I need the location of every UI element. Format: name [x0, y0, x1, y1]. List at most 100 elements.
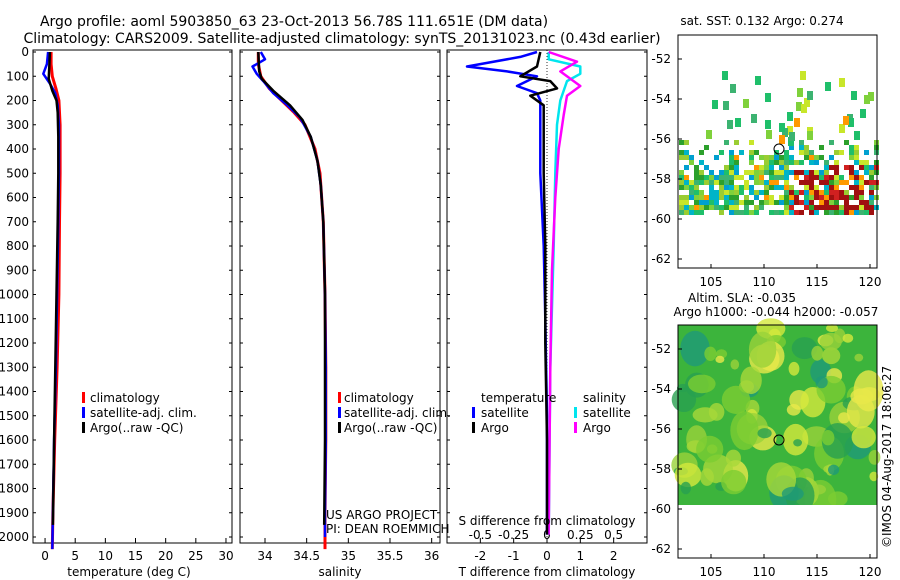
sst-cell [729, 155, 734, 160]
x-tick-label: 15 [128, 549, 143, 563]
x-tick-label: 35 [341, 549, 356, 563]
lat-tick-label: -54 [651, 92, 671, 106]
sst-cell [804, 155, 809, 160]
sst-cell [754, 190, 759, 195]
sst-cell [735, 118, 741, 127]
sst-cell [719, 180, 724, 185]
sst-cell [734, 165, 739, 170]
sst-lat-tick-labels: -52 -54 -56 -58 -60 -62 [651, 52, 682, 266]
sst-cell [849, 205, 854, 210]
sst-cell [754, 165, 759, 170]
sst-cell [864, 165, 869, 170]
argo-location-marker [773, 143, 785, 155]
sst-cell [724, 205, 729, 210]
sst-cell [734, 160, 739, 165]
sst-cell [734, 210, 739, 215]
sst-cell [839, 180, 844, 185]
sst-cell [868, 92, 874, 101]
sla-blob [748, 331, 777, 368]
sst-cell [709, 170, 714, 175]
sst-cell [759, 200, 764, 205]
sst-cell [714, 155, 719, 160]
sst-cell [744, 185, 749, 190]
sst-cell [724, 180, 729, 185]
sst-cell [779, 185, 784, 190]
sla-lat-tick-labels: -52 -54 -56 -58 -60 -62 [651, 342, 682, 556]
sst-cell [764, 180, 769, 185]
sst-cell [749, 160, 754, 165]
sst-cell [689, 210, 694, 215]
sst-cell [699, 190, 704, 195]
sst-cell [749, 185, 754, 190]
lat-tick-label: -52 [651, 52, 671, 66]
lon-tick-label: 115 [806, 275, 829, 289]
sst-cell [694, 165, 699, 170]
sst-cell [869, 205, 874, 210]
sst-cell [844, 195, 849, 200]
legend-swatch-t-satellite [472, 407, 475, 418]
lat-tick-label: -62 [651, 542, 671, 556]
sst-cell [727, 120, 733, 129]
sst-cell [769, 155, 774, 160]
sst-cell [779, 135, 785, 144]
legend-swatch-s-satellite [574, 407, 577, 418]
sst-cell [834, 170, 839, 175]
sst-cell [779, 175, 784, 180]
sst-cell [749, 210, 754, 215]
sst-cell [804, 195, 809, 200]
sst-cell [694, 205, 699, 210]
sst-cell [844, 165, 849, 170]
legend-swatch-t-argo [472, 422, 475, 433]
series-line-temperature-argo [519, 51, 559, 535]
sst-cell [689, 180, 694, 185]
sla-blob [688, 374, 716, 394]
sst-cell [854, 180, 859, 185]
sst-cell [679, 205, 684, 210]
sst-cell [749, 150, 754, 155]
s-tick-label: 0.25 [567, 528, 594, 542]
sst-cell [844, 200, 849, 205]
sla-blob [815, 376, 828, 389]
sst-cell [714, 200, 719, 205]
depth-tick-label: 1400 [0, 385, 29, 399]
sst-cell [782, 128, 788, 137]
sst-cell [734, 175, 739, 180]
sst-cell [743, 99, 749, 108]
sst-cell [719, 195, 724, 200]
sla-blob [838, 412, 850, 424]
sst-cell [869, 200, 874, 205]
legend-label-t-argo: Argo [481, 421, 509, 435]
sst-cell [704, 205, 709, 210]
sst-cell [684, 140, 689, 145]
x-tick-label: 1 [577, 549, 585, 563]
sst-cell [854, 131, 860, 140]
sst-cell [834, 195, 839, 200]
sst-cell [694, 170, 699, 175]
sst-cell [764, 170, 769, 175]
sst-cell [689, 155, 694, 160]
depth-tick-label: 1500 [0, 409, 29, 423]
sst-cell [709, 200, 714, 205]
sst-cell [769, 210, 774, 215]
sst-cell [709, 205, 714, 210]
sla-map: Altim. SLA: -0.035 Argo h1000: -0.044 h2… [651, 291, 884, 579]
sst-cell [829, 210, 834, 215]
sst-cell [734, 195, 739, 200]
sst-cell [714, 190, 719, 195]
sst-cell [854, 210, 859, 215]
sst-cell [712, 100, 718, 109]
sst-cell [684, 150, 689, 155]
sst-cell [765, 93, 771, 102]
sst-cell [804, 205, 809, 210]
sst-cell [844, 140, 849, 145]
sla-blob [828, 491, 848, 507]
sst-cell [684, 155, 689, 160]
sst-cell [839, 78, 845, 87]
sst-cell [859, 210, 864, 215]
depth-tick-label: 2000 [0, 530, 29, 544]
sst-cell [699, 170, 704, 175]
sst-map-frame [677, 34, 878, 269]
legend-header-temperature: temperature [481, 391, 556, 405]
sst-cell [814, 210, 819, 215]
legend-label-s-satellite: satellite [583, 406, 631, 420]
